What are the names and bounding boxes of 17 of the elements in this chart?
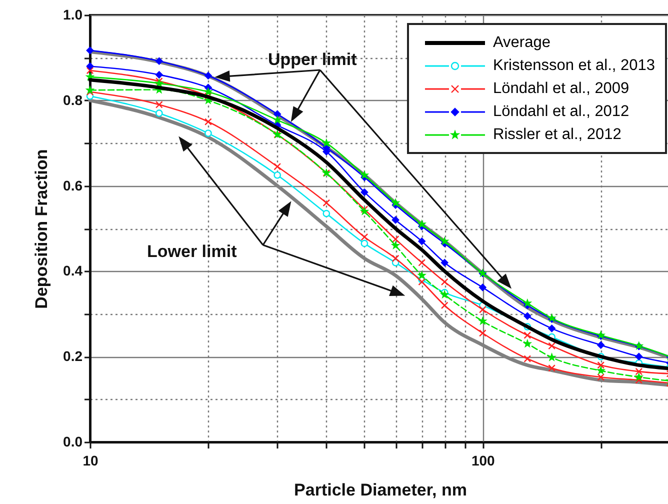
y-tick-label: 1.0: [63, 6, 83, 22]
y-tick-label: 0.4: [63, 262, 83, 279]
legend-label: Löndahl et al., 2009: [493, 79, 630, 99]
y-tick-label: 0.0: [63, 434, 83, 450]
y-axis-title: Deposition Fraction: [32, 149, 52, 309]
annotation: Upper limit: [268, 50, 358, 69]
x-tick-label: 10: [82, 452, 98, 468]
x-axis-title: Particle Diameter, nm: [294, 480, 467, 500]
y-tick-label: 0.2: [63, 348, 83, 364]
x-tick-label: 100: [471, 452, 496, 468]
legend-label: Kristensson et al., 2013: [493, 56, 655, 76]
legend-label: Löndahl et al., 2012: [493, 102, 630, 122]
annotation: Lower limit: [147, 242, 238, 261]
legend-label: Rissler et al., 2012: [493, 125, 622, 145]
legend-label: Average: [493, 33, 550, 53]
y-tick-label: 0.8: [63, 92, 83, 108]
y-tick-label: 0.6: [63, 177, 83, 194]
